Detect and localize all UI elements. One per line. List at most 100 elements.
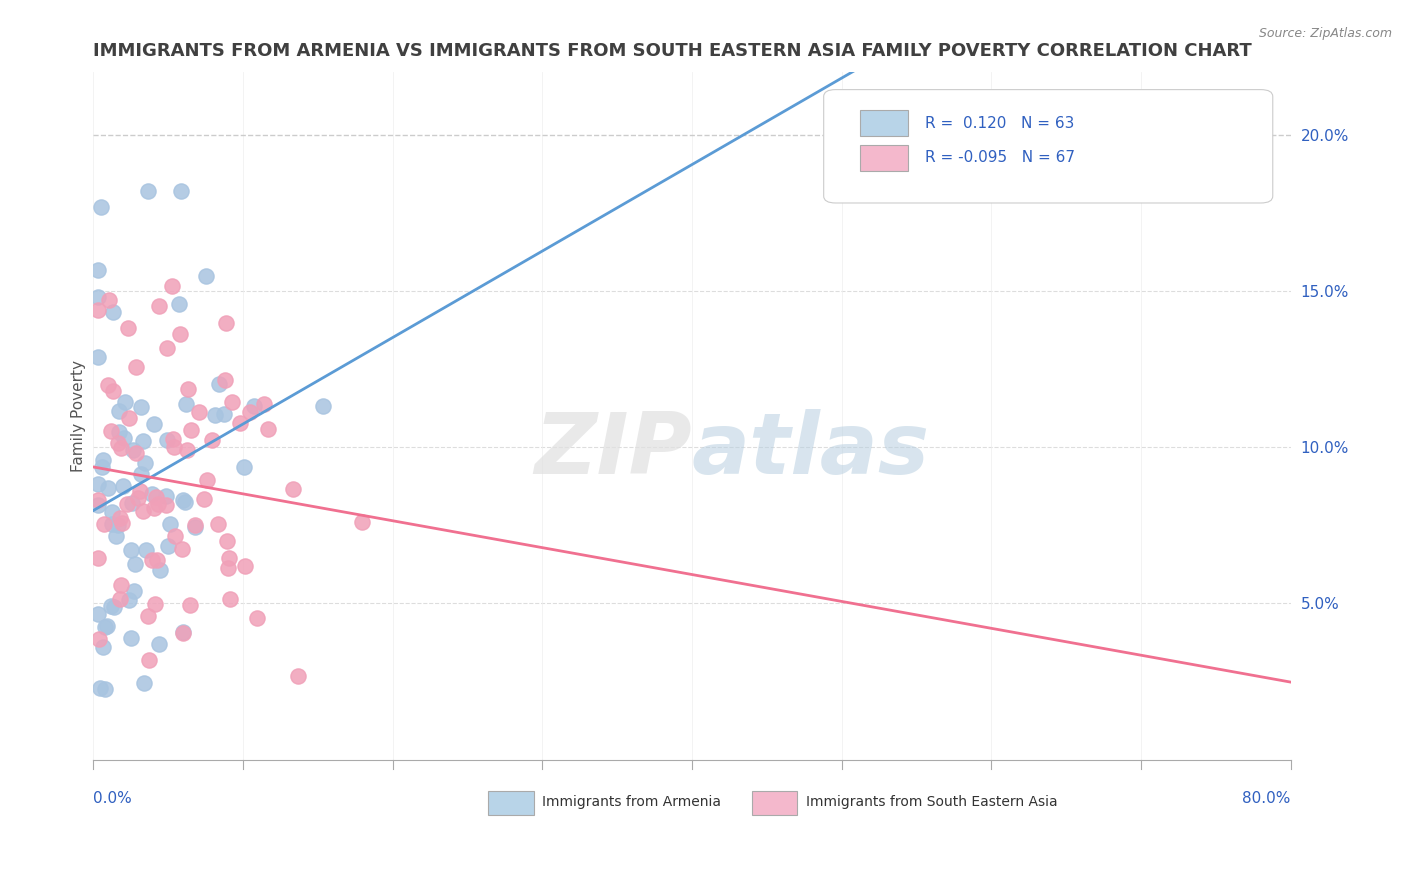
Point <box>111 516 134 530</box>
Point <box>172 626 194 640</box>
Point <box>107 435 129 450</box>
Point <box>217 561 239 575</box>
Point <box>160 278 183 293</box>
Point <box>135 542 157 557</box>
Y-axis label: Family Poverty: Family Poverty <box>72 360 86 472</box>
Point <box>162 432 184 446</box>
Point <box>134 456 156 470</box>
Point <box>107 517 129 532</box>
Point <box>87 607 110 621</box>
Point <box>87 498 110 512</box>
Point <box>146 553 169 567</box>
Point <box>174 397 197 411</box>
Point <box>125 446 148 460</box>
Point <box>167 297 190 311</box>
Point <box>93 517 115 532</box>
Point <box>107 404 129 418</box>
Point <box>239 405 262 419</box>
Point <box>180 423 202 437</box>
Point <box>169 327 191 342</box>
Bar <box>752 791 797 814</box>
Text: IMMIGRANTS FROM ARMENIA VS IMMIGRANTS FROM SOUTH EASTERN ASIA FAMILY POVERTY COR: IMMIGRANTS FROM ARMENIA VS IMMIGRANTS FR… <box>93 42 1251 60</box>
Point <box>145 490 167 504</box>
Point <box>141 487 163 501</box>
Point <box>207 516 229 531</box>
Point <box>176 383 198 397</box>
Point <box>132 675 155 690</box>
Point <box>132 434 155 449</box>
Point <box>89 632 111 646</box>
Point <box>100 599 122 613</box>
Point <box>117 321 139 335</box>
Text: 80.0%: 80.0% <box>1243 790 1291 805</box>
Point <box>184 517 207 532</box>
Point <box>218 551 240 566</box>
Point <box>120 631 142 645</box>
Text: ZIP: ZIP <box>534 409 692 491</box>
Point <box>221 394 243 409</box>
Text: Source: ZipAtlas.com: Source: ZipAtlas.com <box>1258 27 1392 40</box>
Point <box>86 289 108 303</box>
Point <box>89 681 111 695</box>
Point <box>111 479 134 493</box>
Point <box>86 476 108 491</box>
Point <box>121 496 143 510</box>
Bar <box>859 111 907 136</box>
Point <box>146 497 169 511</box>
Point <box>156 342 179 356</box>
Point <box>124 557 146 571</box>
Point <box>118 593 141 607</box>
Point <box>138 653 160 667</box>
Point <box>86 263 108 277</box>
Point <box>243 400 266 414</box>
Point <box>118 411 141 425</box>
Point <box>176 442 198 457</box>
Point <box>103 599 125 614</box>
Point <box>141 552 163 566</box>
Point <box>97 481 120 495</box>
Point <box>172 624 194 639</box>
Point <box>122 583 145 598</box>
Point <box>112 431 135 445</box>
Point <box>149 563 172 577</box>
Point <box>155 498 177 512</box>
Point <box>204 409 226 423</box>
Point <box>125 360 148 375</box>
Point <box>94 620 117 634</box>
Point <box>159 516 181 531</box>
Point <box>184 519 207 533</box>
Point <box>156 434 179 448</box>
Point <box>350 515 373 529</box>
Point <box>90 200 112 214</box>
Text: Immigrants from Armenia: Immigrants from Armenia <box>543 796 721 809</box>
Point <box>136 184 159 198</box>
Point <box>233 459 256 474</box>
Point <box>246 610 269 624</box>
Text: 0.0%: 0.0% <box>93 790 132 805</box>
Point <box>253 397 276 411</box>
Point <box>165 529 187 543</box>
Point <box>129 467 152 481</box>
Point <box>163 440 186 454</box>
Point <box>138 608 160 623</box>
Point <box>179 598 201 612</box>
Point <box>195 473 218 487</box>
Point <box>155 489 177 503</box>
Point <box>94 681 117 696</box>
Point <box>86 493 108 508</box>
Point <box>86 303 108 318</box>
Point <box>98 293 121 308</box>
Point <box>207 377 229 392</box>
Text: R = -0.095   N = 67: R = -0.095 N = 67 <box>925 150 1076 165</box>
Point <box>287 669 309 683</box>
Point <box>86 551 108 566</box>
Text: atlas: atlas <box>692 409 931 491</box>
Point <box>215 316 238 330</box>
Point <box>143 598 166 612</box>
Point <box>187 405 209 419</box>
Point <box>101 517 124 532</box>
Point <box>129 483 152 498</box>
Point <box>170 542 193 557</box>
Point <box>91 452 114 467</box>
Point <box>127 491 149 505</box>
